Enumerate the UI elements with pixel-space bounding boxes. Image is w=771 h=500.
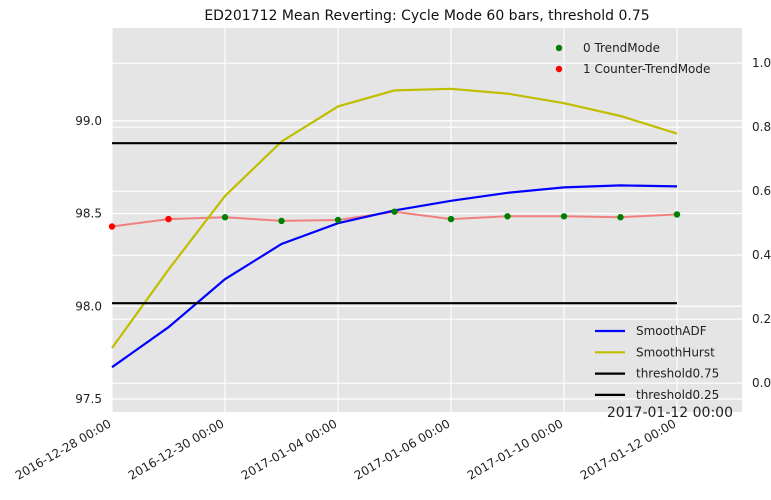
- mode-point: [221, 214, 229, 221]
- y-right-tick-label: 1.0: [752, 56, 771, 70]
- mode-point: [673, 211, 681, 218]
- y-right-tick-label: 0.8: [752, 120, 771, 134]
- y-left-tick-label: 97.5: [75, 392, 102, 406]
- mode-point: [391, 208, 398, 215]
- legend-label: SmoothADF: [636, 324, 707, 338]
- mode-point: [278, 217, 285, 225]
- chart-title: ED201712 Mean Reverting: Cycle Mode 60 b…: [204, 8, 649, 24]
- mode-point: [617, 214, 624, 221]
- y-right-tick-label: 0.0: [752, 376, 771, 390]
- mode-point: [504, 213, 511, 220]
- x-tick-label: 2016-12-28 00:00: [13, 416, 114, 482]
- y-left-tick-label: 98.5: [75, 207, 102, 221]
- x-tick-label: 2017-01-04 00:00: [239, 416, 340, 482]
- y-right-tick-label: 0.4: [752, 248, 771, 262]
- legend-label: threshold0.75: [636, 367, 719, 381]
- x-tick-label: 2017-01-10 00:00: [465, 416, 566, 482]
- x-offset-label: 2017-01-12 00:00: [607, 405, 733, 421]
- mode-point: [165, 215, 172, 223]
- x-tick-label: 2017-01-06 00:00: [352, 416, 453, 482]
- y-right-tick-label: 0.6: [752, 184, 771, 198]
- legend-label: SmoothHurst: [636, 345, 715, 359]
- x-tick-label: 2016-12-30 00:00: [126, 416, 227, 482]
- legend-bottom: SmoothADF SmoothHurst threshold0.75 thresho…: [595, 324, 719, 402]
- legend-label: 1 Counter-TrendMode: [583, 62, 710, 76]
- mode-point: [334, 216, 342, 224]
- mode-point: [447, 215, 455, 223]
- mode-point: [560, 213, 568, 220]
- mode-point: [108, 223, 116, 230]
- x-tick-label: 2017-01-12 00:00: [578, 416, 679, 482]
- y-left-tick-label: 99.0: [75, 114, 102, 128]
- points-layer: [108, 208, 681, 230]
- plot-area: [112, 28, 742, 412]
- y-left-tick-label: 98.0: [75, 299, 102, 313]
- legend-marker: [555, 65, 563, 73]
- legend-top: 0 TrendMode 1 Counter-TrendMode: [555, 41, 710, 76]
- legend-label: 0 TrendMode: [583, 41, 660, 55]
- smoothhurst-line: [111, 87, 678, 349]
- legend-label: threshold0.25: [636, 388, 719, 402]
- legend-marker: [555, 44, 563, 52]
- y-right-tick-label: 0.2: [752, 312, 771, 326]
